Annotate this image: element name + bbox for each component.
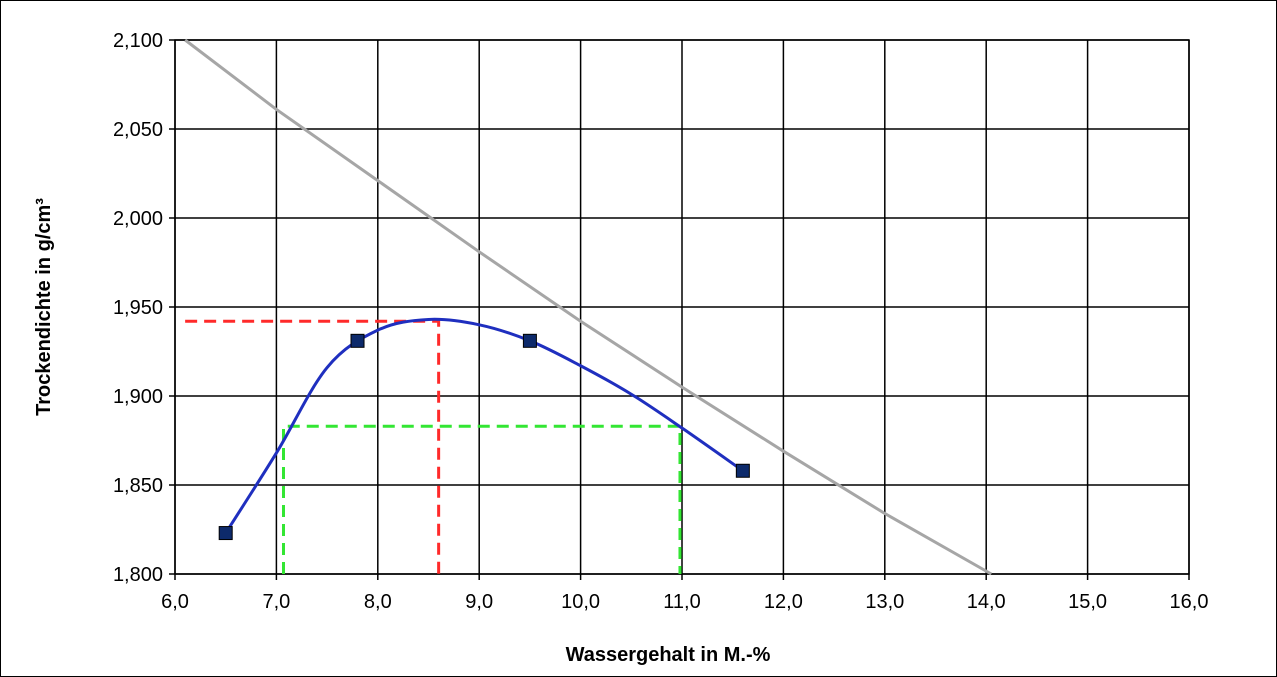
marker-layer [218, 333, 750, 541]
y-tick-label: 2,000 [113, 208, 163, 230]
plot-area [174, 39, 1190, 575]
x-tick-label: 14,0 [967, 591, 1006, 613]
y-tick-labels: 1,800 1,850 1,900 1,950 2,000 2,050 2,100 [113, 30, 163, 586]
x-axis-title: Wassergehalt in M.-% [566, 644, 771, 666]
y-tick-label: 1,850 [113, 475, 163, 497]
x-tick-labels: 6,0 7,0 8,0 9,0 10,0 11,0 12,0 13,0 14,0 15,0 16,0 [161, 591, 1208, 613]
data-point-marker [350, 333, 365, 348]
y-tick-label: 1,900 [113, 386, 163, 408]
data-point-marker [218, 526, 233, 541]
x-tick-label: 15,0 [1068, 591, 1107, 613]
x-tick-label: 7,0 [262, 591, 290, 613]
x-tick-label: 12,0 [764, 591, 803, 613]
series-layer [184, 38, 993, 576]
range-marker [281, 424, 682, 574]
optimum-marker [185, 319, 441, 574]
x-tick-label: 16,0 [1170, 591, 1209, 613]
y-tick-label: 1,800 [113, 564, 163, 586]
x-tick-label: 8,0 [364, 591, 392, 613]
y-tick-label: 2,050 [113, 119, 163, 141]
x-tick-label: 13,0 [865, 591, 904, 613]
data-point-marker [522, 333, 537, 348]
x-tick-label: 11,0 [663, 591, 700, 613]
data-point-marker [735, 463, 750, 478]
y-tick-label: 2,100 [113, 30, 163, 52]
x-tick-label: 9,0 [465, 591, 493, 613]
x-tick-label: 10,0 [561, 591, 600, 613]
y-axis-title: Trockendichte in g/cm³ [33, 198, 55, 416]
y-tick-label: 1,950 [113, 297, 163, 319]
x-tick-label: 6,0 [161, 591, 189, 613]
saturation-line [184, 38, 993, 576]
proctor-curve [224, 317, 744, 534]
plot-border [174, 39, 1190, 575]
